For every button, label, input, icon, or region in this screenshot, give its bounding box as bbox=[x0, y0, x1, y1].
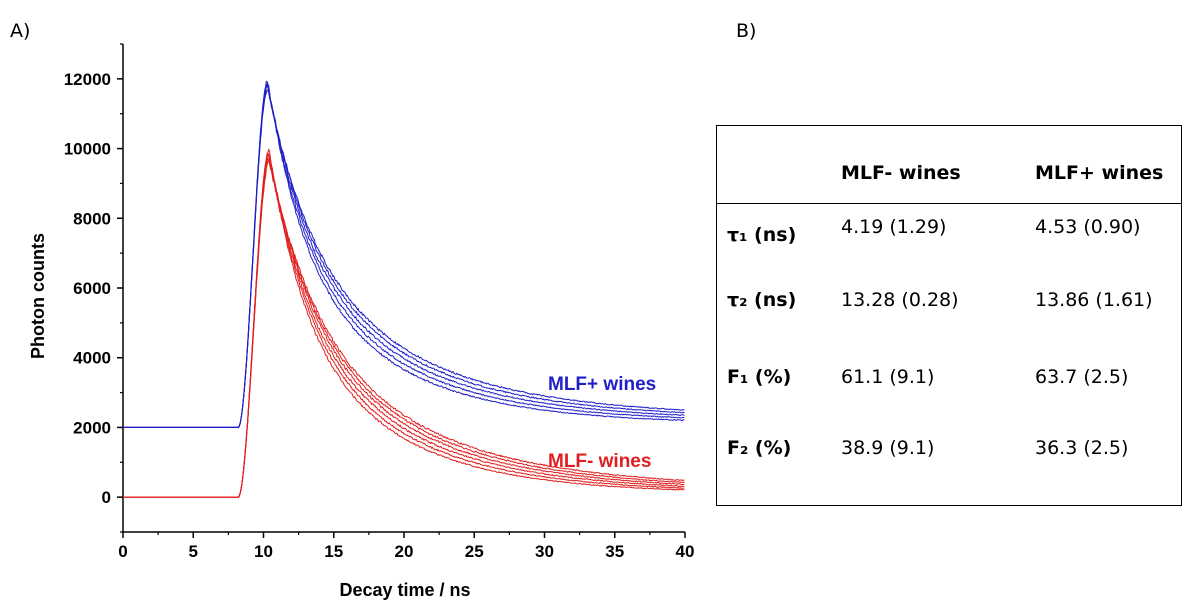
table-row-label-f1: F₁ (%) bbox=[727, 366, 792, 388]
x-tick-label: 5 bbox=[189, 542, 198, 561]
y-tick-label: 10000 bbox=[64, 140, 111, 159]
chart-curves bbox=[123, 80, 685, 498]
table-cell: 61.1 (9.1) bbox=[841, 366, 935, 388]
decay-curve bbox=[123, 160, 685, 498]
table-cell: 13.28 (0.28) bbox=[841, 289, 959, 311]
table-row-label-tau2: τ₂ (ns) bbox=[727, 289, 797, 311]
decay-curve bbox=[123, 157, 685, 498]
x-tick-label: 10 bbox=[254, 542, 273, 561]
decay-curve bbox=[123, 153, 685, 498]
table-cell: 36.3 (2.5) bbox=[1035, 437, 1129, 459]
table-cell: 4.19 (1.29) bbox=[841, 216, 947, 238]
panel-label-a: A) bbox=[10, 20, 31, 42]
x-tick-label: 30 bbox=[535, 542, 554, 561]
y-tick-label: 0 bbox=[102, 488, 111, 507]
annotation-mlf-minus: MLF- wines bbox=[548, 451, 651, 472]
y-axis-title: Photon counts bbox=[28, 233, 48, 359]
results-table: MLF- wines MLF+ wines τ₁ (ns) 4.19 (1.29… bbox=[716, 125, 1182, 506]
table-header-divider bbox=[717, 203, 1181, 204]
decay-curve bbox=[123, 89, 685, 429]
x-tick-label: 15 bbox=[324, 542, 343, 561]
x-tick-label: 25 bbox=[465, 542, 484, 561]
x-tick-label: 40 bbox=[676, 542, 695, 561]
y-tick-label: 4000 bbox=[73, 349, 111, 368]
table-cell: 38.9 (9.1) bbox=[841, 437, 935, 459]
y-tick-label: 6000 bbox=[73, 279, 111, 298]
decay-curve bbox=[123, 154, 685, 498]
y-tick-label: 12000 bbox=[64, 70, 111, 89]
x-tick-label: 20 bbox=[395, 542, 414, 561]
chart-ticks: 0 5 10 15 20 25 30 35 40 0 2000 4000 6000 8000 10000 12… bbox=[64, 43, 695, 561]
annotation-mlf-plus: MLF+ wines bbox=[548, 374, 656, 395]
decay-curve bbox=[123, 155, 685, 498]
table-header-mlf-minus: MLF- wines bbox=[841, 162, 961, 184]
table-cell: 13.86 (1.61) bbox=[1035, 289, 1153, 311]
table-cell: 63.7 (2.5) bbox=[1035, 366, 1129, 388]
decay-curve bbox=[123, 148, 685, 498]
table-row-label-tau1: τ₁ (ns) bbox=[727, 224, 797, 246]
x-axis-title: Decay time / ns bbox=[339, 580, 470, 600]
decay-chart: 0 5 10 15 20 25 30 35 40 0 2000 4000 6000 8000 10000 12… bbox=[28, 43, 695, 600]
y-tick-label: 8000 bbox=[73, 209, 111, 228]
panel-label-b: B) bbox=[736, 20, 757, 42]
x-tick-label: 0 bbox=[118, 542, 127, 561]
table-row-label-f2: F₂ (%) bbox=[727, 437, 792, 459]
table-cell: 4.53 (0.90) bbox=[1035, 216, 1141, 238]
y-tick-label: 2000 bbox=[73, 418, 111, 437]
x-tick-label: 35 bbox=[605, 542, 624, 561]
table-header-mlf-plus: MLF+ wines bbox=[1035, 162, 1164, 184]
